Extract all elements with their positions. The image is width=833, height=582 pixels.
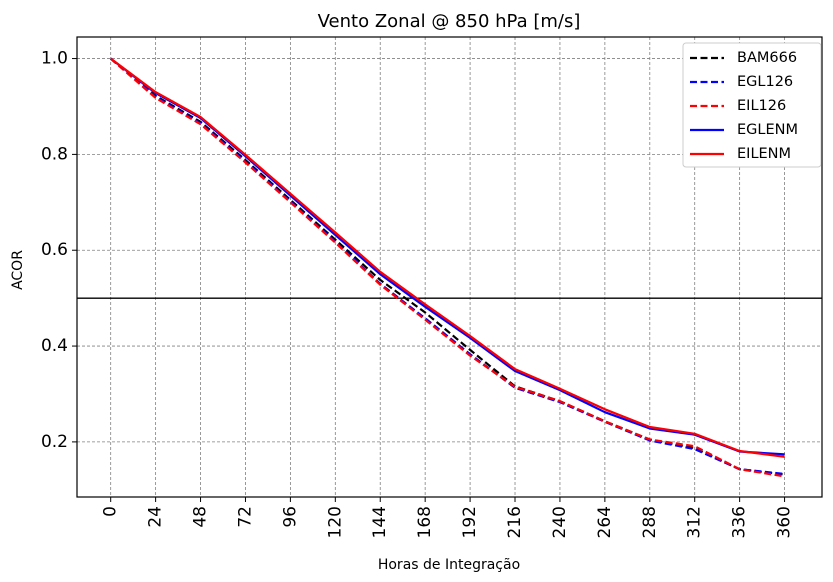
legend-label-bam666: BAM666 (737, 50, 797, 66)
y-tick-label: 0.8 (41, 144, 68, 164)
x-tick-label: 240 (550, 506, 570, 538)
x-tick-label: 0 (101, 506, 121, 517)
series-line-eilenm (110, 57, 785, 458)
y-tick-label: 0.4 (41, 336, 68, 356)
x-tick-label: 72 (235, 506, 255, 528)
legend-label-eglenm: EGLENM (737, 122, 798, 138)
plot-frame (76, 36, 823, 498)
y-tick-label: 1.0 (41, 49, 68, 69)
x-tick-label: 120 (325, 506, 345, 538)
x-axis-label: Horas de Integração (378, 557, 520, 573)
legend-label-eilenm: EILENM (737, 146, 791, 162)
x-tick-label: 360 (775, 506, 795, 538)
x-tick-label: 312 (685, 506, 705, 538)
legend-box (682, 42, 822, 168)
legend: BAM666 EGL126 EIL126 EGLENM EILENM (682, 42, 822, 168)
x-tick-label: 264 (595, 506, 615, 538)
x-tick-label: 96 (280, 506, 300, 528)
x-tick-label: 192 (460, 506, 480, 538)
chart-title: Vento Zonal @ 850 hPa [m/s] (318, 11, 581, 32)
x-tick-label: 24 (146, 506, 166, 528)
y-tick-label: 0.2 (41, 432, 68, 452)
x-tick-label: 336 (730, 506, 750, 538)
series-line-eil126 (109, 57, 785, 478)
y-axis-label: ACOR (10, 250, 26, 290)
x-tick-label: 288 (640, 506, 660, 538)
y-axis-ticks: 0.2 0.4 0.6 0.8 1.0 (41, 49, 77, 452)
series-lines (109, 57, 785, 478)
x-tick-label: 216 (505, 506, 525, 538)
x-tick-label: 48 (191, 506, 211, 528)
y-tick-label: 0.6 (41, 240, 68, 260)
x-axis-ticks: 0 24 48 72 96 120 144 168 192 216 240 264 288 312 336 3… (101, 497, 795, 538)
legend-label-eil126: EIL126 (737, 98, 786, 114)
legend-label-egl126: EGL126 (737, 74, 793, 90)
x-tick-label: 168 (415, 506, 435, 538)
x-tick-label: 144 (370, 506, 390, 538)
series-line-bam666 (109, 57, 785, 476)
